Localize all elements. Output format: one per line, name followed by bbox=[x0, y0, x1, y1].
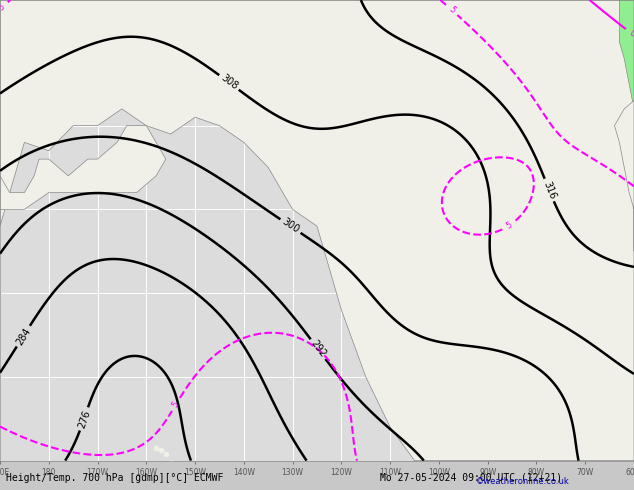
Text: 284: 284 bbox=[14, 326, 32, 346]
Text: 5: 5 bbox=[0, 2, 7, 12]
Text: 292: 292 bbox=[309, 339, 328, 360]
Text: Height/Temp. 700 hPa [gdmp][°C] ECMWF: Height/Temp. 700 hPa [gdmp][°C] ECMWF bbox=[6, 473, 224, 483]
Text: 300: 300 bbox=[280, 217, 301, 235]
Text: ©weatheronline.co.uk: ©weatheronline.co.uk bbox=[476, 477, 569, 486]
Polygon shape bbox=[0, 125, 166, 209]
Polygon shape bbox=[614, 100, 634, 251]
Polygon shape bbox=[619, 0, 634, 109]
Polygon shape bbox=[0, 0, 634, 461]
Text: 276: 276 bbox=[76, 409, 92, 429]
Text: 5: 5 bbox=[447, 5, 456, 15]
Text: 5: 5 bbox=[504, 220, 514, 231]
Text: 316: 316 bbox=[541, 180, 557, 200]
Text: 0: 0 bbox=[627, 28, 634, 39]
Text: Mo 27-05-2024 09:00 UTC (12+21): Mo 27-05-2024 09:00 UTC (12+21) bbox=[380, 473, 562, 483]
Text: 5: 5 bbox=[171, 400, 181, 409]
Text: 308: 308 bbox=[219, 73, 240, 92]
